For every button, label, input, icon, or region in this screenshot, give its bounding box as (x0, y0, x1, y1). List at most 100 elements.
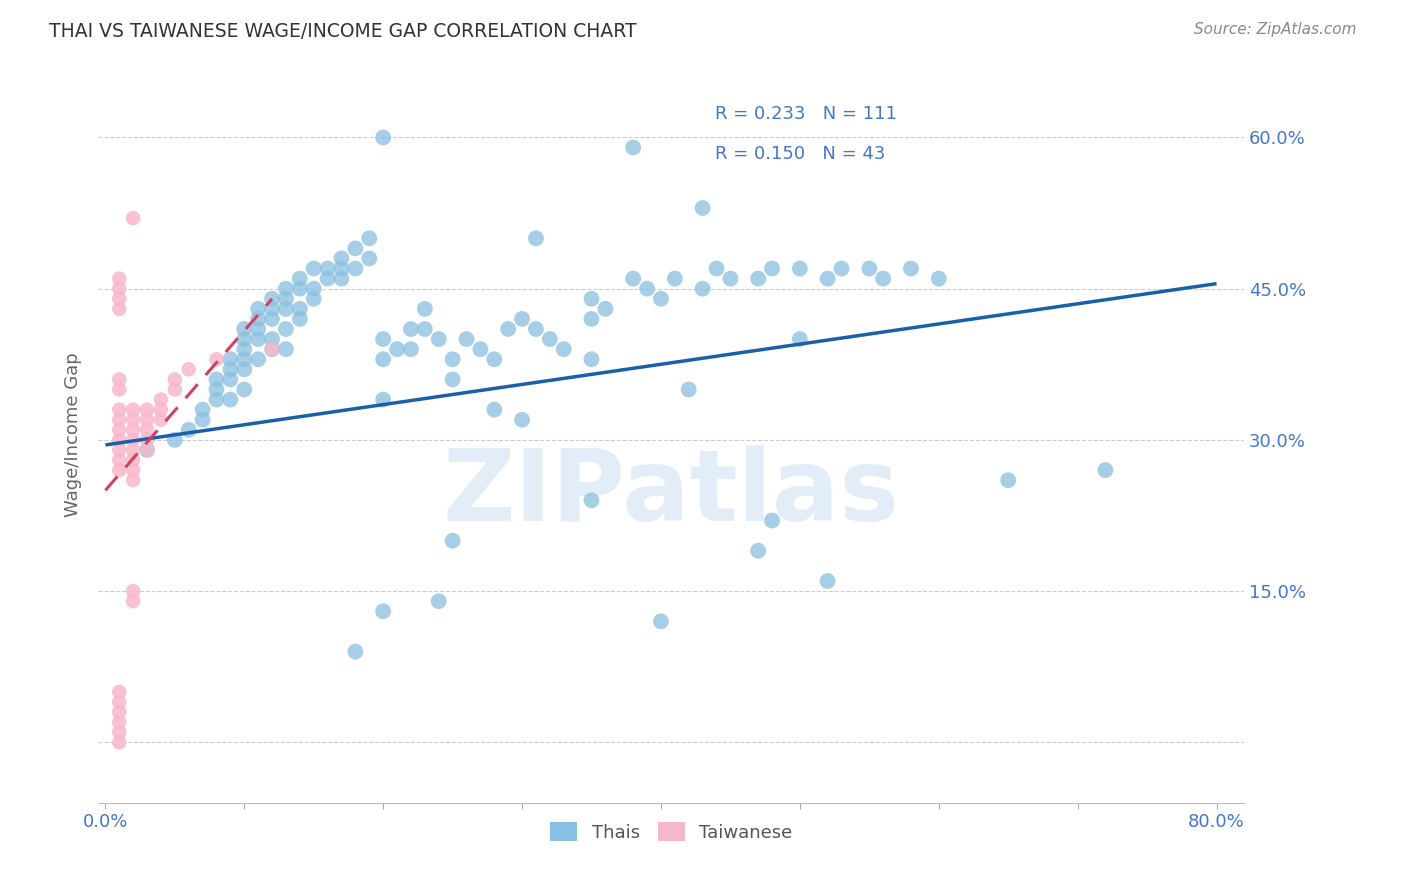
Point (706, 261, 728, 276)
Point (205, 383, 228, 397)
Point (747, 271, 769, 285)
Point (122, 473, 145, 487)
Point (260, 301, 283, 316)
Point (692, 282, 714, 296)
Point (524, 322, 547, 336)
Point (385, 342, 408, 356)
Point (108, 463, 131, 477)
Point (136, 413, 159, 427)
Point (247, 301, 270, 316)
Point (288, 282, 311, 296)
Point (122, 211, 145, 226)
Point (136, 402, 159, 417)
Point (136, 442, 159, 457)
Text: THAI VS TAIWANESE WAGE/INCOME GAP CORRELATION CHART: THAI VS TAIWANESE WAGE/INCOME GAP CORREL… (49, 22, 637, 41)
Point (427, 332, 450, 346)
Point (233, 332, 256, 346)
Point (163, 383, 186, 397)
Point (692, 201, 714, 215)
Point (122, 423, 145, 437)
Point (413, 301, 436, 316)
Point (373, 130, 395, 145)
Point (274, 292, 297, 306)
Point (997, 473, 1019, 487)
Point (219, 372, 242, 386)
Point (149, 392, 172, 407)
Point (247, 352, 270, 367)
Point (399, 322, 422, 336)
Point (136, 433, 159, 447)
Point (122, 584, 145, 599)
Point (441, 533, 464, 548)
Point (177, 362, 200, 376)
Point (247, 322, 270, 336)
Point (1094, 463, 1116, 477)
Point (274, 282, 297, 296)
Point (108, 282, 131, 296)
Point (359, 231, 381, 245)
Point (219, 392, 242, 407)
Point (789, 332, 811, 346)
Point (373, 604, 395, 618)
Point (302, 261, 325, 276)
Point (288, 301, 311, 316)
Point (288, 312, 311, 326)
Point (274, 322, 297, 336)
Point (149, 402, 172, 417)
Point (761, 514, 783, 528)
Point (108, 433, 131, 447)
Point (330, 271, 353, 285)
Point (260, 332, 283, 346)
Point (260, 312, 283, 326)
Point (817, 574, 839, 588)
Text: Source: ZipAtlas.com: Source: ZipAtlas.com (1194, 22, 1357, 37)
Point (108, 442, 131, 457)
Point (441, 372, 464, 386)
Point (900, 261, 922, 276)
Point (108, 705, 131, 719)
Point (108, 735, 131, 749)
Point (108, 383, 131, 397)
Point (817, 271, 839, 285)
Point (122, 442, 145, 457)
Point (205, 392, 228, 407)
Point (108, 271, 131, 285)
Point (191, 402, 214, 417)
Point (650, 615, 672, 629)
Point (233, 342, 256, 356)
Point (538, 332, 561, 346)
Point (163, 433, 186, 447)
Point (274, 301, 297, 316)
Point (621, 271, 644, 285)
Point (274, 342, 297, 356)
Point (316, 271, 339, 285)
Point (247, 312, 270, 326)
Point (484, 402, 506, 417)
Point (359, 252, 381, 266)
Point (344, 644, 367, 658)
Text: R = 0.150   N = 43: R = 0.150 N = 43 (714, 145, 886, 162)
Point (524, 231, 547, 245)
Point (872, 271, 894, 285)
Y-axis label: Wage/Income Gap: Wage/Income Gap (65, 352, 83, 517)
Point (108, 372, 131, 386)
Point (553, 342, 575, 356)
Point (330, 252, 353, 266)
Point (510, 312, 533, 326)
Point (761, 261, 783, 276)
Point (149, 413, 172, 427)
Point (858, 261, 880, 276)
Point (136, 423, 159, 437)
Point (581, 493, 603, 508)
Point (344, 241, 367, 255)
Point (219, 362, 242, 376)
Point (581, 292, 603, 306)
Point (678, 383, 700, 397)
Point (108, 292, 131, 306)
Point (373, 352, 395, 367)
Point (441, 352, 464, 367)
Point (789, 261, 811, 276)
Point (581, 352, 603, 367)
Point (650, 292, 672, 306)
Point (233, 362, 256, 376)
